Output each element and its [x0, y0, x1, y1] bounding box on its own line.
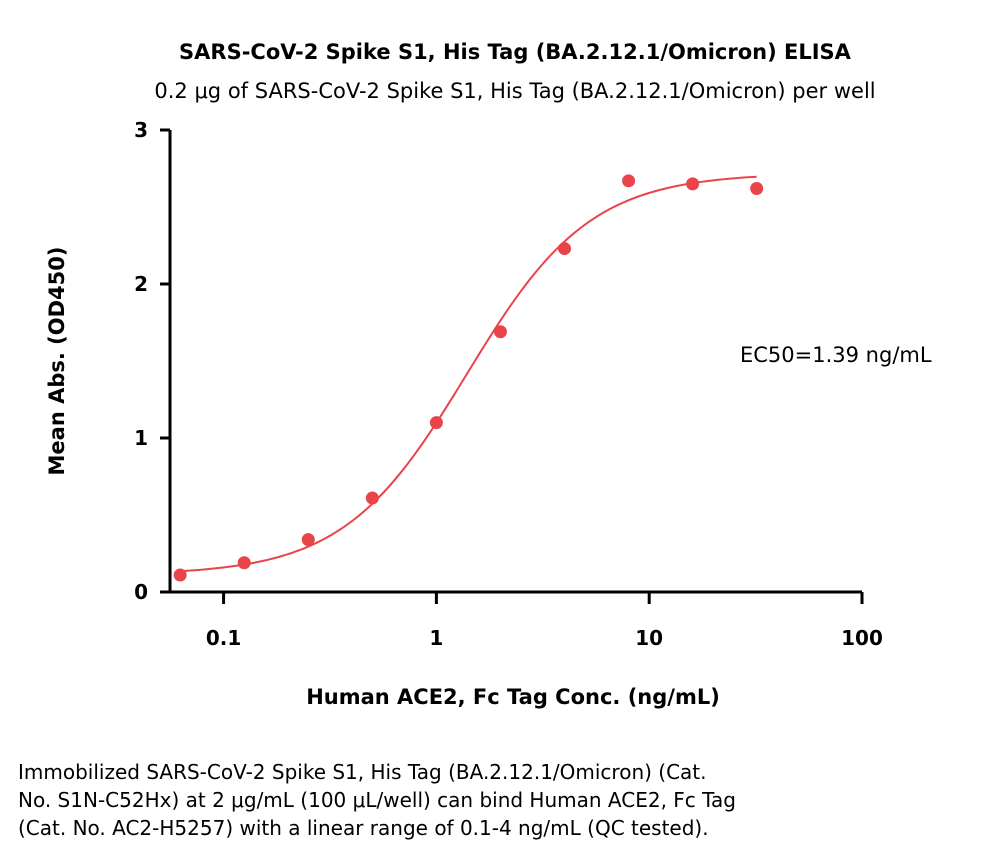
x-tick-label: 10 — [635, 626, 663, 650]
y-tick-label: 1 — [134, 426, 148, 450]
data-point — [173, 568, 187, 582]
caption-line: Immobilized SARS-CoV-2 Spike S1, His Tag… — [18, 760, 707, 784]
y-axis-label: Mean Abs. (OD450) — [45, 247, 69, 476]
x-tick-label: 0.1 — [206, 626, 241, 650]
elisa-chart: SARS-CoV-2 Spike S1, His Tag (BA.2.12.1/… — [45, 40, 932, 709]
caption-line: No. S1N-C52Hx) at 2 μg/mL (100 μL/well) … — [18, 788, 736, 812]
ec50-annotation: EC50=1.39 ng/mL — [740, 343, 932, 367]
figure-caption: Immobilized SARS-CoV-2 Spike S1, His Tag… — [18, 758, 978, 842]
data-point — [365, 491, 379, 505]
caption-line: (Cat. No. AC2-H5257) with a linear range… — [18, 816, 709, 840]
chart-title: SARS-CoV-2 Spike S1, His Tag (BA.2.12.1/… — [179, 40, 852, 64]
data-point — [558, 242, 572, 256]
x-tick-label: 1 — [429, 626, 443, 650]
data-point — [622, 174, 636, 188]
x-tick-label: 100 — [841, 626, 883, 650]
y-tick-label: 0 — [134, 580, 148, 604]
y-axis-ticks: 0 1 2 3 — [134, 118, 170, 604]
data-point — [493, 325, 507, 339]
fit-curve — [180, 175, 757, 573]
data-point — [686, 177, 700, 191]
data-point — [750, 182, 764, 196]
y-tick-label: 3 — [134, 118, 148, 142]
x-axis-ticks: 0.1 1 10 100 — [206, 592, 883, 650]
data-point — [429, 416, 443, 430]
y-tick-label: 2 — [134, 272, 148, 296]
data-point — [301, 533, 315, 547]
data-points — [173, 174, 764, 582]
x-axis-label: Human ACE2, Fc Tag Conc. (ng/mL) — [306, 685, 720, 709]
data-point — [237, 556, 251, 570]
chart-subtitle: 0.2 μg of SARS-CoV-2 Spike S1, His Tag (… — [154, 79, 875, 103]
